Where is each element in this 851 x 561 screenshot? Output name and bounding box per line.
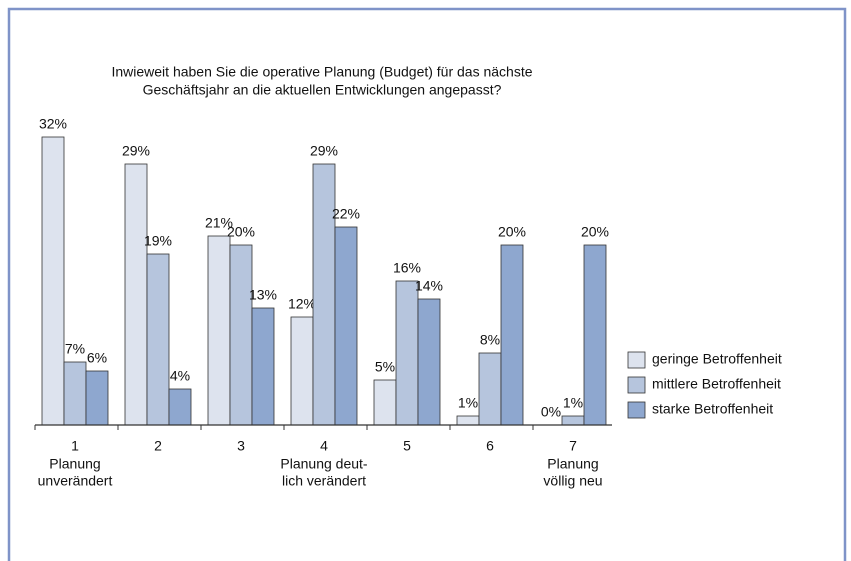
data-label: 6% bbox=[87, 350, 107, 366]
data-label: 32% bbox=[39, 116, 67, 132]
data-label: 8% bbox=[480, 332, 500, 348]
x-tick-label: 2 bbox=[154, 438, 162, 454]
x-tick-label: 1 bbox=[71, 438, 79, 454]
data-label: 5% bbox=[375, 359, 395, 375]
legend-swatch bbox=[627, 401, 646, 419]
bar bbox=[85, 370, 109, 426]
annotation: Planung bbox=[49, 456, 100, 472]
bar bbox=[478, 352, 502, 426]
x-tick-label: 7 bbox=[569, 438, 577, 454]
annotation: völlig neu bbox=[543, 473, 602, 489]
data-label: 29% bbox=[122, 143, 150, 159]
bar bbox=[290, 316, 314, 426]
chart-title: Geschäftsjahr an die aktuellen Entwicklu… bbox=[143, 82, 502, 98]
bar bbox=[583, 244, 607, 426]
bar bbox=[229, 244, 253, 426]
data-label: 16% bbox=[393, 260, 421, 276]
chart-title: Inwieweit haben Sie die operative Planun… bbox=[111, 64, 532, 80]
annotation: unverändert bbox=[38, 473, 113, 489]
data-label: 13% bbox=[249, 287, 277, 303]
data-label: 21% bbox=[205, 215, 233, 231]
legend-label: starke Betroffenheit bbox=[652, 401, 773, 417]
data-label: 1% bbox=[563, 395, 583, 411]
data-label: 0% bbox=[541, 404, 561, 420]
data-label: 20% bbox=[227, 224, 255, 240]
x-tick-label: 4 bbox=[320, 438, 328, 454]
legend-label: mittlere Betroffenheit bbox=[652, 376, 781, 392]
x-tick-label: 6 bbox=[486, 438, 494, 454]
legend-label: geringe Betroffenheit bbox=[652, 351, 782, 367]
legend-swatch bbox=[627, 376, 646, 394]
data-label: 7% bbox=[65, 341, 85, 357]
legend-swatch bbox=[627, 351, 646, 369]
data-label: 14% bbox=[415, 278, 443, 294]
bar bbox=[63, 361, 87, 426]
bar bbox=[41, 136, 65, 426]
data-label: 20% bbox=[581, 224, 609, 240]
bar bbox=[251, 307, 275, 426]
data-label: 12% bbox=[288, 296, 316, 312]
x-tick-label: 5 bbox=[403, 438, 411, 454]
bar bbox=[207, 235, 231, 426]
data-label: 20% bbox=[498, 224, 526, 240]
bar bbox=[312, 163, 336, 426]
bar bbox=[456, 415, 480, 426]
annotation: Planung bbox=[547, 456, 598, 472]
data-label: 1% bbox=[458, 395, 478, 411]
data-label: 22% bbox=[332, 206, 360, 222]
annotation: Planung deut- bbox=[280, 456, 368, 472]
data-label: 19% bbox=[144, 233, 172, 249]
bar bbox=[168, 388, 192, 426]
bar bbox=[146, 253, 170, 426]
bar bbox=[373, 379, 397, 426]
bar bbox=[124, 163, 148, 426]
data-label: 29% bbox=[310, 143, 338, 159]
bar bbox=[561, 415, 585, 426]
x-tick-label: 3 bbox=[237, 438, 245, 454]
bar bbox=[417, 298, 441, 426]
bar bbox=[334, 226, 358, 426]
data-label: 4% bbox=[170, 368, 190, 384]
frame bbox=[7, 7, 847, 561]
annotation: lich verändert bbox=[282, 473, 366, 489]
bar bbox=[395, 280, 419, 426]
bar bbox=[500, 244, 524, 426]
